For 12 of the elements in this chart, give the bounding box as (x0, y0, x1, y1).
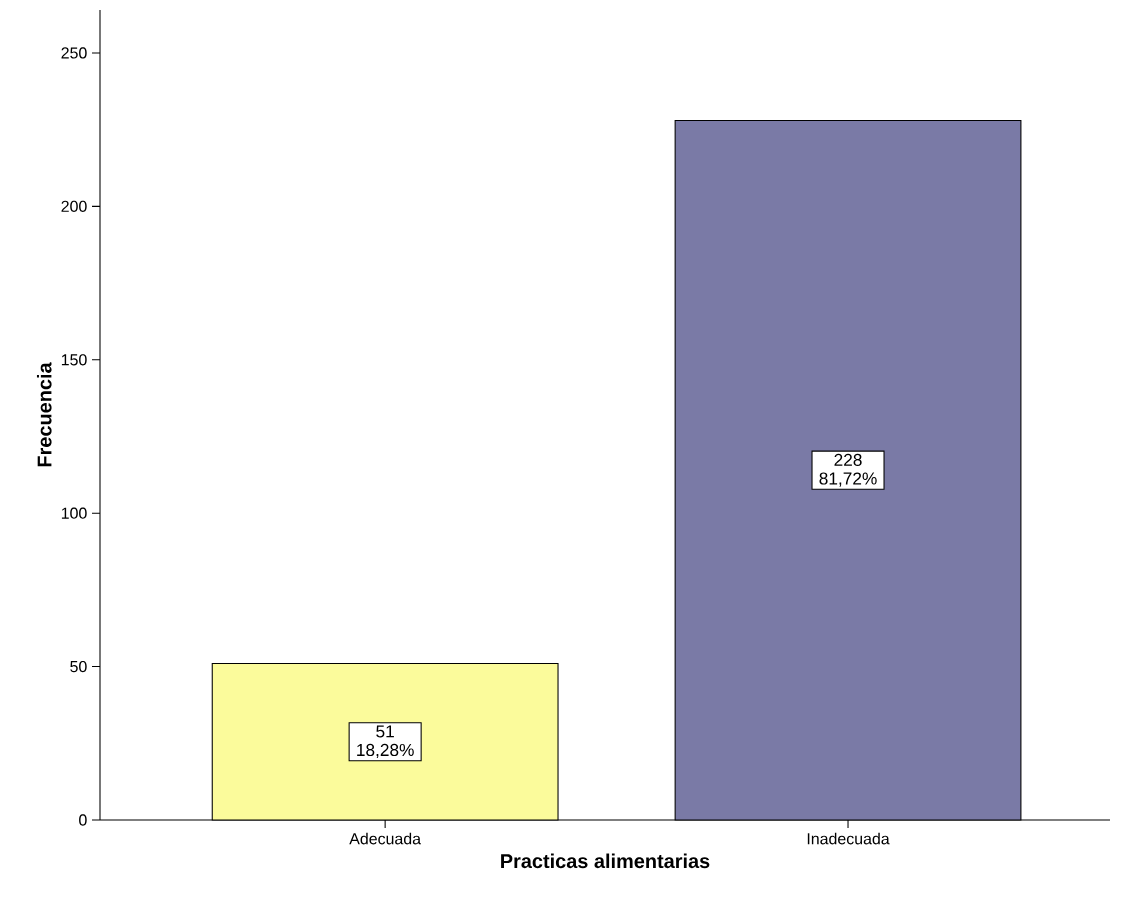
y-tick-label: 50 (70, 660, 87, 673)
y-tick-label: 100 (61, 507, 87, 519)
x-tick-label: Inadecuada (807, 832, 890, 845)
y-tick-label: 250 (61, 47, 87, 59)
data-label: 51 18,28% (357, 725, 414, 759)
x-tick-label: Adecuada (349, 832, 422, 845)
data-label: 228 81,72% (819, 453, 877, 487)
y-axis-title: Frecuencia (36, 362, 52, 467)
y-tick-label: 150 (61, 354, 87, 366)
y-tick-label: 200 (61, 200, 87, 212)
y-tick-label: 0 (79, 814, 87, 826)
x-axis-title: Practicas alimentarias (501, 853, 710, 869)
